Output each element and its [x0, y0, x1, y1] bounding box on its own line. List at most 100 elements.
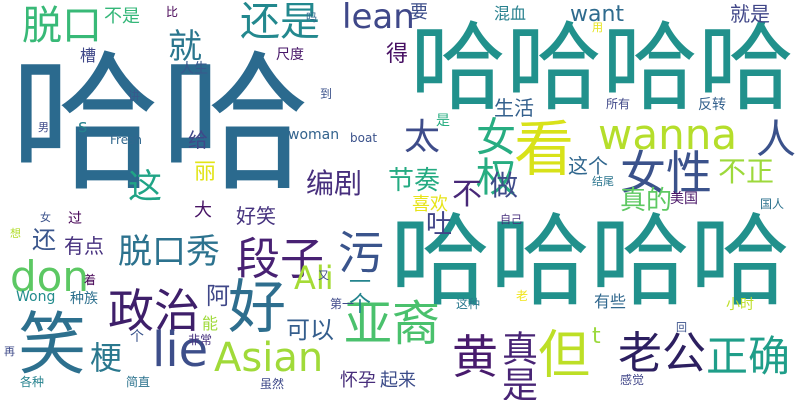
cloud-word: 简直 [126, 375, 151, 389]
cloud-word: 不 [452, 177, 482, 212]
cloud-word: 编剧 [306, 167, 363, 200]
cloud-word: 笑 [18, 306, 87, 385]
cloud-word: 反转 [698, 97, 726, 113]
cloud-word: 还 [32, 226, 56, 254]
cloud-word: 脱口秀 [118, 232, 220, 272]
cloud-word: 污 [338, 226, 384, 280]
cloud-word: 正确 [706, 332, 791, 381]
cloud-word: 国人 [760, 197, 785, 211]
cloud-word: 哈哈哈哈 [410, 12, 794, 124]
cloud-word: wanna [598, 110, 738, 159]
cloud-word: 太 [404, 117, 441, 158]
cloud-word: 这个 [568, 154, 608, 178]
cloud-word: 这种 [456, 297, 481, 311]
cloud-word: 个 [130, 329, 144, 345]
cloud-word: 脱口 [22, 3, 102, 49]
cloud-word: 女权 [469, 116, 515, 196]
cloud-word: 不正 [718, 155, 775, 188]
cloud-word: 真的 [620, 186, 673, 216]
cloud-word: 用 [592, 21, 603, 34]
cloud-word: 比 [166, 5, 179, 19]
cloud-word: 生活 [494, 96, 534, 120]
cloud-word: 要 [410, 2, 428, 23]
cloud-word: 又 [318, 269, 329, 282]
cloud-word: 有些 [594, 292, 627, 311]
cloud-word: 段子 [236, 234, 324, 285]
cloud-word: 得 [386, 42, 409, 67]
cloud-word: 尺度 [276, 47, 304, 63]
cloud-word: 第一 [330, 297, 355, 311]
cloud-word: 想 [10, 227, 21, 240]
cloud-word: don [10, 252, 89, 301]
cloud-word: 做 [490, 169, 519, 202]
cloud-word: boat [350, 131, 378, 145]
cloud-word: 可以 [286, 316, 334, 344]
cloud-word: 亚裔 [344, 296, 441, 352]
cloud-word: 但 [538, 326, 591, 386]
cloud-word: 就 [168, 27, 202, 67]
cloud-word: 给 [188, 128, 208, 152]
cloud-word: Wong [16, 289, 56, 305]
cloud-word: 节奏 [388, 166, 441, 196]
cloud-word: 这 [128, 167, 162, 207]
cloud-word: 男 [38, 121, 49, 134]
cloud-word: 老公 [618, 328, 706, 379]
cloud-word: 阿 [206, 282, 230, 310]
cloud-word: 结尾 [592, 175, 614, 188]
cloud-word: Ali [294, 259, 334, 297]
cloud-word: t [592, 324, 601, 349]
cloud-word: 非常 [188, 333, 213, 347]
cloud-word: 能 [202, 314, 219, 333]
cloud-word: 哈哈哈哈 [390, 203, 790, 320]
cloud-word: 感觉 [620, 373, 645, 387]
cloud-word: 政治 [108, 284, 200, 338]
cloud-word: 虽然 [260, 377, 285, 391]
cloud-word: 好笑 [236, 204, 276, 228]
cloud-word: 美国 [670, 191, 698, 207]
cloud-word: 有点 [64, 234, 104, 258]
cloud-word: lie [152, 322, 209, 378]
cloud-word: 喜欢 [412, 194, 448, 215]
cloud-word: 就是 [730, 2, 770, 26]
cloud-word: 怀孕 [340, 370, 376, 391]
cloud-word: 人生 [180, 61, 208, 77]
cloud-word: 女 [40, 211, 51, 224]
cloud-word: 人 [756, 117, 796, 163]
cloud-word: s [78, 116, 88, 137]
cloud-word: 好 [228, 273, 287, 341]
cloud-word: 哈哈 [10, 38, 311, 212]
cloud-word: 槽 [80, 46, 97, 65]
cloud-word: 再 [4, 345, 15, 358]
cloud-word: 还是 [240, 0, 320, 45]
cloud-word: woman [288, 127, 340, 143]
cloud-word: 起来 [380, 370, 416, 391]
cloud-word: 讲 [128, 89, 141, 103]
cloud-word: 过 [68, 211, 82, 227]
cloud-word: Asian [214, 335, 324, 381]
cloud-word: 混血 [494, 4, 527, 23]
cloud-word: want [570, 2, 625, 27]
cloud-word: 到 [320, 87, 333, 101]
cloud-word: 小时 [726, 297, 754, 313]
cloud-word: Fresh [110, 133, 142, 147]
cloud-word: 看 [514, 115, 574, 185]
cloud-word: 真是 [496, 330, 537, 400]
cloud-word: 老 [516, 289, 529, 303]
cloud-word: 不是 [104, 6, 140, 27]
cloud-word: 吗 [306, 11, 317, 24]
cloud-word: lean [342, 0, 415, 37]
cloud-word: 丽 [194, 160, 217, 185]
cloud-word: 大 [194, 200, 212, 221]
cloud-word: 黄 [452, 330, 498, 384]
cloud-word: 梗 [90, 339, 123, 377]
cloud-word: 种族 [70, 291, 98, 307]
cloud-word: 一个 [345, 270, 370, 314]
cloud-word: 所有 [606, 97, 631, 111]
cloud-word: 是 [436, 113, 450, 129]
cloud-word: 吐 [426, 210, 453, 240]
cloud-word: 各种 [20, 375, 45, 389]
cloud-word: 自己 [500, 213, 522, 226]
cloud-word: 着 [84, 273, 97, 287]
cloud-word: 回 [676, 321, 687, 334]
